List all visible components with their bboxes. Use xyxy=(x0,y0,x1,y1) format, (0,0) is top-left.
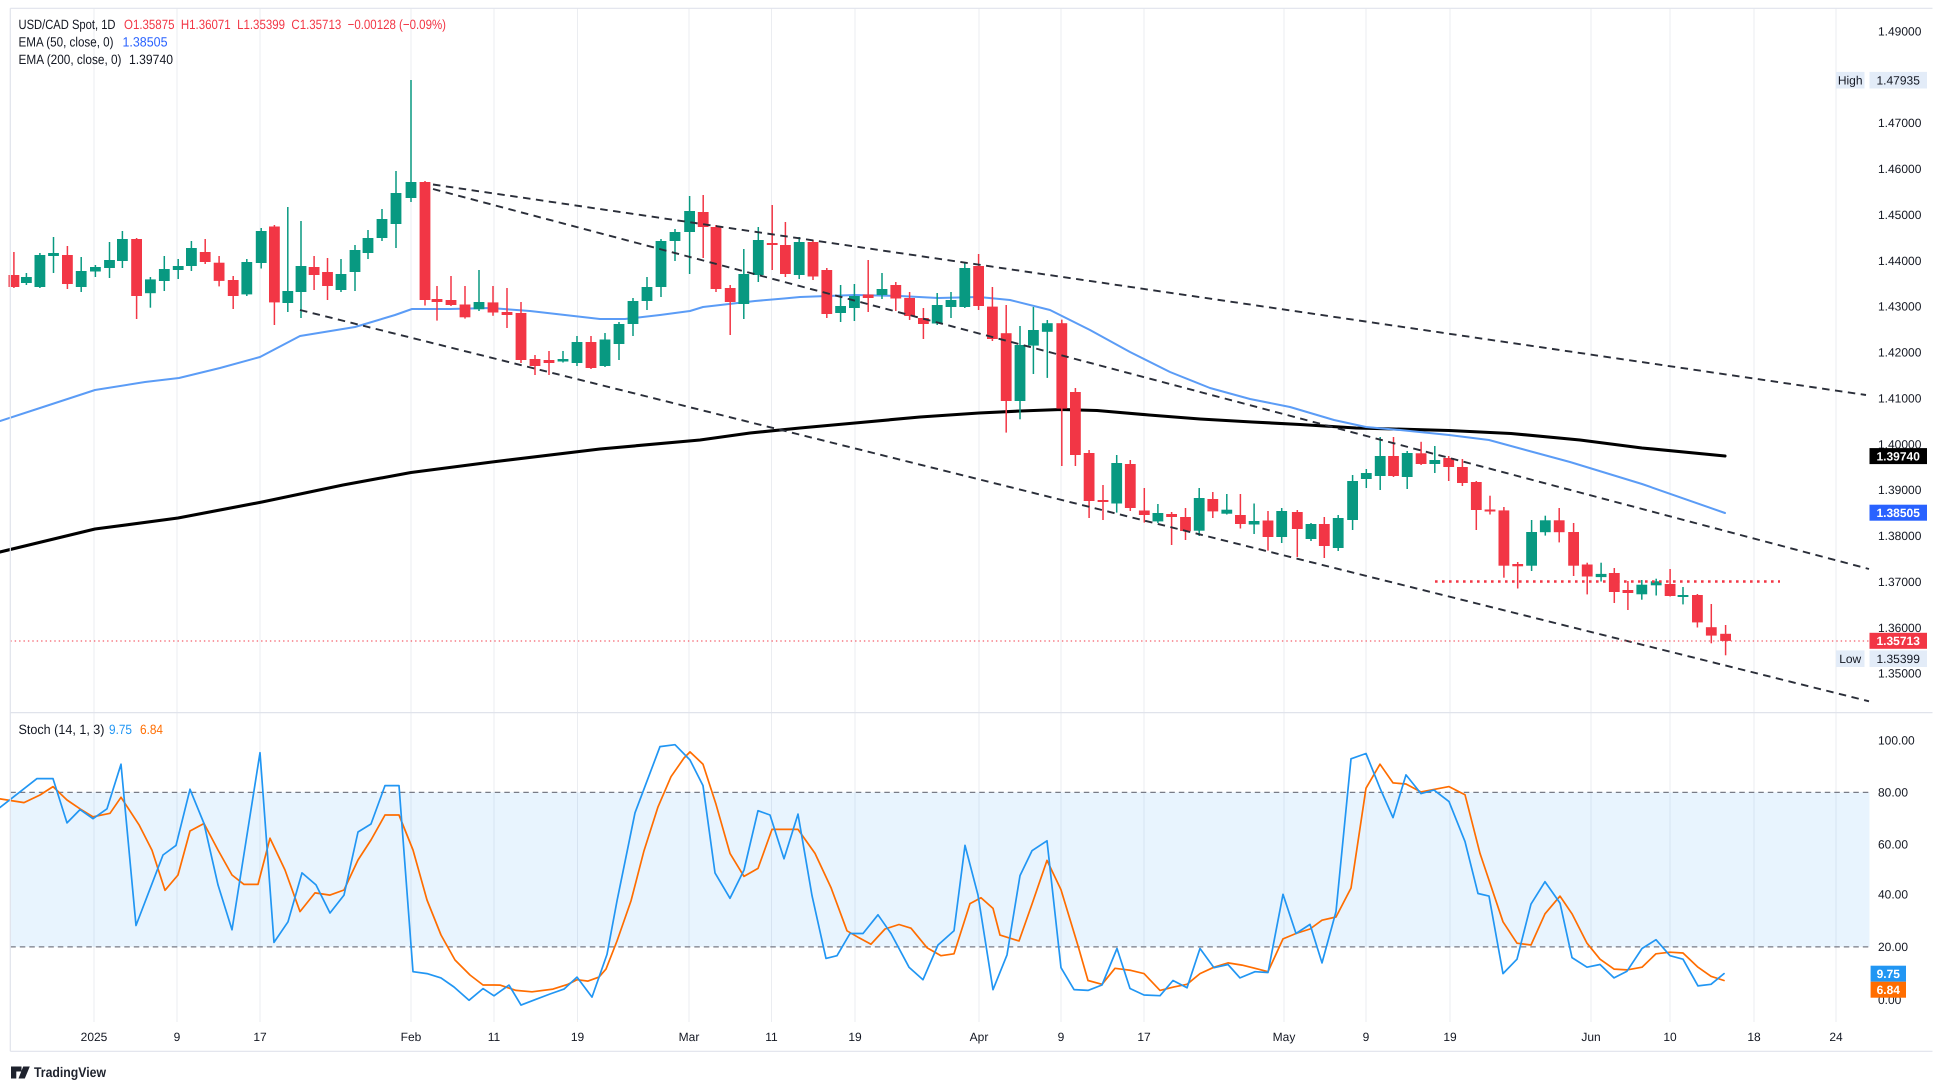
svg-text:1.40000: 1.40000 xyxy=(1878,437,1922,451)
svg-text:19: 19 xyxy=(571,1030,585,1044)
svg-text:1.49000: 1.49000 xyxy=(1878,25,1922,39)
svg-text:17: 17 xyxy=(1137,1030,1151,1044)
svg-text:1.47000: 1.47000 xyxy=(1878,116,1922,130)
svg-text:1.38505: 1.38505 xyxy=(1877,506,1921,520)
svg-text:1.41000: 1.41000 xyxy=(1878,392,1922,406)
svg-text:11: 11 xyxy=(488,1030,501,1044)
svg-text:60.00: 60.00 xyxy=(1878,837,1908,851)
svg-text:10: 10 xyxy=(1663,1030,1677,1044)
svg-text:19: 19 xyxy=(848,1030,862,1044)
svg-text:1.44000: 1.44000 xyxy=(1878,254,1922,268)
svg-text:Feb: Feb xyxy=(401,1030,422,1044)
svg-text:11: 11 xyxy=(765,1030,778,1044)
svg-text:9: 9 xyxy=(1058,1030,1065,1044)
svg-text:1.45000: 1.45000 xyxy=(1878,208,1922,222)
svg-text:EMA (50, close, 0)1.38505: EMA (50, close, 0) 1.38505 xyxy=(19,34,168,49)
svg-text:Apr: Apr xyxy=(970,1030,989,1044)
svg-text:1.38000: 1.38000 xyxy=(1878,529,1922,543)
svg-text:1.46000: 1.46000 xyxy=(1878,162,1922,176)
svg-text:100.00: 100.00 xyxy=(1878,733,1915,747)
svg-text:1.35399: 1.35399 xyxy=(1877,652,1921,666)
svg-text:1.35000: 1.35000 xyxy=(1878,667,1922,681)
svg-text:Mar: Mar xyxy=(679,1030,700,1044)
svg-text:1.39000: 1.39000 xyxy=(1878,483,1922,497)
svg-text:1.39740: 1.39740 xyxy=(1877,449,1921,463)
svg-text:Stoch (14, 1, 3)9.756.84: Stoch (14, 1, 3) 9.75 6.84 xyxy=(19,722,164,737)
svg-text:24: 24 xyxy=(1829,1030,1843,1044)
svg-text:80.00: 80.00 xyxy=(1878,786,1908,800)
svg-text:TradingView: TradingView xyxy=(34,1064,106,1080)
svg-text:18: 18 xyxy=(1747,1030,1761,1044)
svg-text:Jun: Jun xyxy=(1581,1030,1600,1044)
svg-text:9.75: 9.75 xyxy=(1877,967,1901,981)
svg-text:20.00: 20.00 xyxy=(1878,940,1908,954)
svg-text:High: High xyxy=(1838,73,1863,87)
svg-text:1.43000: 1.43000 xyxy=(1878,300,1922,314)
svg-text:1.35713: 1.35713 xyxy=(1877,634,1921,648)
svg-text:1.36000: 1.36000 xyxy=(1878,621,1922,635)
svg-text:EMA (200, close, 0)1.39740: EMA (200, close, 0) 1.39740 xyxy=(19,52,174,67)
svg-text:1.47935: 1.47935 xyxy=(1877,73,1921,87)
svg-text:Low: Low xyxy=(1839,652,1861,666)
svg-text:1.37000: 1.37000 xyxy=(1878,575,1922,589)
svg-text:1.42000: 1.42000 xyxy=(1878,346,1922,360)
svg-text:17: 17 xyxy=(253,1030,267,1044)
svg-text:19: 19 xyxy=(1443,1030,1457,1044)
svg-text:9: 9 xyxy=(1363,1030,1370,1044)
svg-text:9: 9 xyxy=(174,1030,181,1044)
svg-text:2025: 2025 xyxy=(81,1030,108,1044)
svg-text:6.84: 6.84 xyxy=(1877,983,1901,997)
svg-text:40.00: 40.00 xyxy=(1878,888,1908,902)
svg-text:May: May xyxy=(1273,1030,1296,1044)
